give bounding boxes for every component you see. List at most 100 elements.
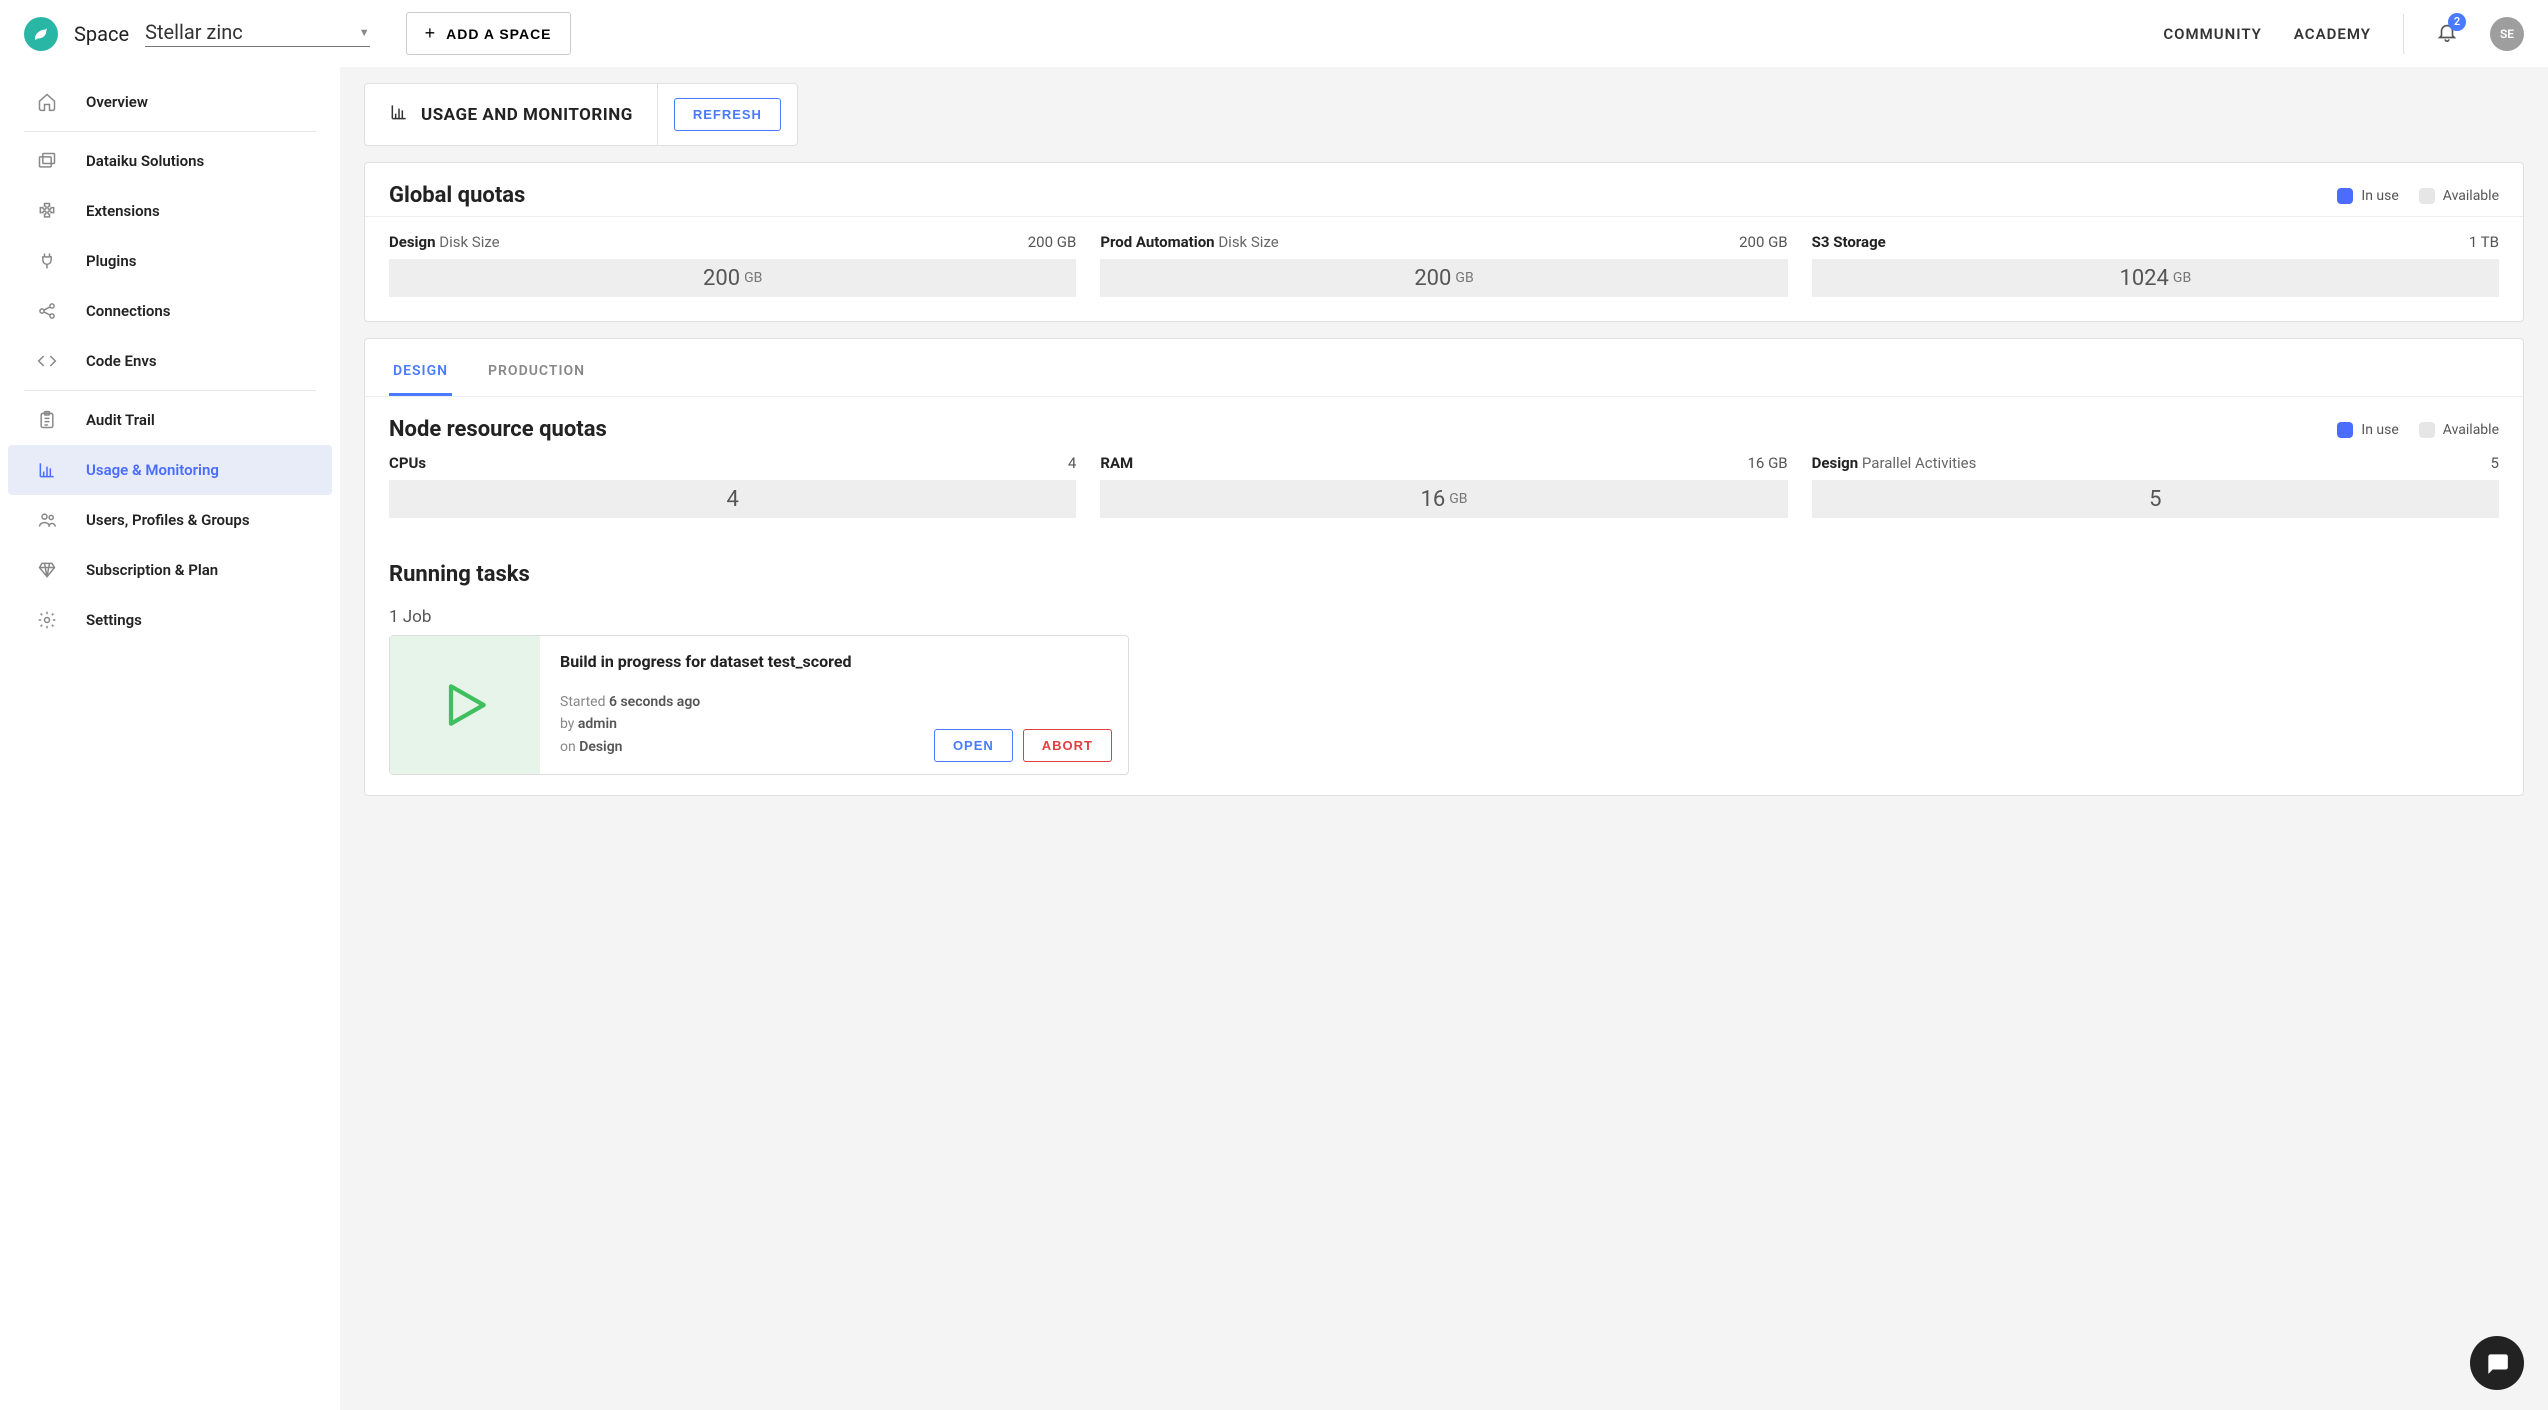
sidebar-item-extensions[interactable]: Extensions [0, 186, 340, 236]
code-icon [36, 350, 58, 372]
add-space-button[interactable]: + ADD A SPACE [406, 12, 571, 55]
tabs: DESIGN PRODUCTION [365, 339, 2523, 397]
quota-value: 4 [1068, 454, 1076, 472]
sidebar-item-users[interactable]: Users, Profiles & Groups [0, 495, 340, 545]
quota-bar: 1024 GB [1812, 259, 2499, 297]
job-title: Build in progress for dataset test_score… [560, 652, 1108, 671]
quota-item: RAM 16 GB 16GB [1100, 454, 1787, 518]
job-on-value: Design [579, 739, 622, 755]
plus-icon: + [425, 23, 437, 44]
quota-item: Prod Automation Disk Size200 GB200GB [1100, 233, 1787, 297]
sidebar-item-solutions[interactable]: Dataiku Solutions [0, 136, 340, 186]
sidebar-item-label: Plugins [86, 252, 136, 270]
job-card: Build in progress for dataset test_score… [389, 635, 1129, 775]
community-link[interactable]: COMMUNITY [2163, 25, 2262, 43]
global-quotas-title: Global quotas [389, 183, 525, 208]
quota-bar: 5 [1812, 480, 2499, 518]
quota-bar-unit: GB [1449, 491, 1467, 507]
topbar: Space Stellar zinc ▼ + ADD A SPACE COMMU… [0, 0, 2548, 67]
sidebar-item-label: Overview [86, 93, 148, 111]
quota-item: CPUs 4 4 [389, 454, 1076, 518]
sidebar-item-subscription[interactable]: Subscription & Plan [0, 545, 340, 595]
chat-fab[interactable] [2470, 1336, 2524, 1390]
sidebar-item-overview[interactable]: Overview [0, 77, 340, 127]
puzzle-icon [36, 200, 58, 222]
job-on-prefix: on [560, 739, 576, 755]
avatar[interactable]: SE [2490, 17, 2524, 51]
running-tasks-title: Running tasks [365, 542, 2523, 595]
quota-prefix: Design [389, 233, 436, 251]
sidebar-item-code-envs[interactable]: Code Envs [0, 336, 340, 386]
sidebar-item-audit-trail[interactable]: Audit Trail [0, 395, 340, 445]
legend-inuse-label: In use [2361, 188, 2398, 204]
quota-suffix: Disk Size [1218, 233, 1278, 251]
legend-available-swatch [2419, 422, 2435, 438]
page-title: USAGE AND MONITORING [421, 105, 633, 125]
sidebar-item-label: Usage & Monitoring [86, 461, 219, 479]
tab-design[interactable]: DESIGN [389, 355, 452, 396]
chart-icon [36, 459, 58, 481]
quota-item: S3 Storage 1 TB 1024 GB [1812, 233, 2499, 297]
quota-bar-unit: GB [2173, 270, 2191, 286]
job-status-icon-wrap [390, 636, 540, 774]
sidebar-divider [24, 390, 316, 391]
academy-link[interactable]: ACADEMY [2294, 25, 2371, 43]
legend-available-swatch [2419, 188, 2435, 204]
sidebar-item-settings[interactable]: Settings [0, 595, 340, 645]
legend-inuse-swatch [2337, 422, 2353, 438]
quota-bar-unit: GB [744, 270, 762, 286]
sidebar-item-label: Users, Profiles & Groups [86, 511, 250, 529]
sidebar: Overview Dataiku Solutions Extensions Pl… [0, 67, 340, 1410]
refresh-button[interactable]: REFRESH [674, 98, 781, 131]
quota-bar-unit: GB [1455, 270, 1473, 286]
space-selector[interactable]: Stellar zinc ▼ [145, 20, 370, 47]
sidebar-item-label: Extensions [86, 202, 160, 220]
quota-prefix: CPUs [389, 454, 426, 472]
abort-button[interactable]: ABORT [1023, 729, 1112, 762]
job-started-value: 6 seconds ago [609, 694, 700, 710]
tab-production[interactable]: PRODUCTION [484, 355, 589, 396]
package-icon [36, 150, 58, 172]
open-button[interactable]: OPEN [934, 729, 1013, 762]
legend-available-label: Available [2443, 422, 2499, 438]
quota-bar-value: 4 [726, 487, 738, 512]
quota-bar-value: 5 [2149, 487, 2161, 512]
quota-value: 16 GB [1748, 454, 1788, 472]
chat-icon [2484, 1350, 2510, 1376]
quota-bar-value: 200 [703, 266, 740, 291]
sidebar-item-label: Code Envs [86, 352, 157, 370]
quota-prefix: S3 Storage [1812, 233, 1886, 251]
quota-bar-value: 1024 [2119, 266, 2168, 291]
legend: In use Available [2337, 422, 2499, 438]
quota-suffix: Disk Size [439, 233, 499, 251]
quota-value: 5 [2491, 454, 2499, 472]
quota-prefix: RAM [1100, 454, 1133, 472]
home-icon [36, 91, 58, 113]
notification-badge: 2 [2448, 13, 2466, 31]
topbar-divider [2403, 14, 2404, 54]
node-quotas-title: Node resource quotas [389, 417, 607, 442]
quota-bar: 200GB [389, 259, 1076, 297]
sidebar-item-connections[interactable]: Connections [0, 286, 340, 336]
main-content: USAGE AND MONITORING REFRESH Global quot… [340, 67, 2548, 1410]
quota-value: 1 TB [2469, 233, 2499, 251]
space-name: Stellar zinc [145, 20, 243, 44]
users-icon [36, 509, 58, 531]
sidebar-item-plugins[interactable]: Plugins [0, 236, 340, 286]
legend-available-label: Available [2443, 188, 2499, 204]
quota-suffix: Parallel Activities [1862, 454, 1976, 472]
sidebar-item-label: Settings [86, 611, 142, 629]
legend-inuse-swatch [2337, 188, 2353, 204]
legend: In use Available [2337, 188, 2499, 204]
sidebar-item-label: Audit Trail [86, 411, 155, 429]
quota-bar: 16GB [1100, 480, 1787, 518]
play-icon [437, 677, 493, 733]
share-icon [36, 300, 58, 322]
quota-prefix: Prod Automation [1100, 233, 1214, 251]
notifications-button[interactable]: 2 [2436, 21, 2458, 47]
logo[interactable] [24, 17, 58, 51]
legend-inuse-label: In use [2361, 422, 2398, 438]
global-quotas-card: Global quotas In use Available Design Di… [364, 162, 2524, 322]
sidebar-item-usage-monitoring[interactable]: Usage & Monitoring [8, 445, 332, 495]
sidebar-divider [24, 131, 316, 132]
